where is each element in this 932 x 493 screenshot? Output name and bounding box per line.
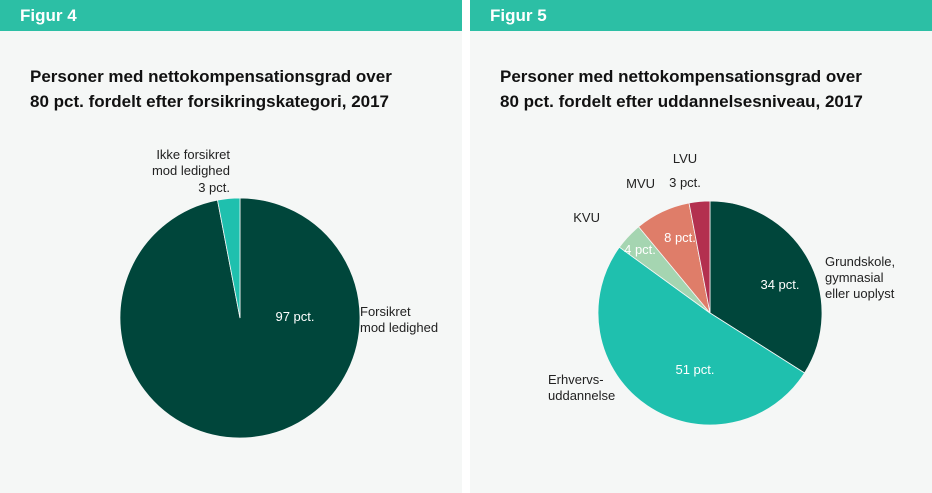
chart-title: Personer med nettokompensationsgrad over… [30, 67, 392, 111]
panel: Figur 5 Personer med nettokompensationsgr… [470, 0, 932, 493]
pie-slice [217, 197, 241, 319]
category-label: Forsikret mod ledighed [360, 304, 439, 335]
value-label: 34 pct. [760, 277, 800, 292]
value-label: 97 pct. [275, 309, 315, 324]
pie-chart [597, 200, 823, 426]
pie-slice [597, 246, 806, 426]
figure-label: Figur 5 [470, 0, 932, 31]
category-label: Ikke forsikret mod ledighed [151, 147, 230, 178]
category-label: Grundskole, gymnasial eller uoplyst [825, 254, 896, 301]
value-label: 51 pct. [675, 362, 715, 377]
category-label: MVU [626, 176, 655, 191]
pie-slice [688, 200, 711, 314]
figure-label: Figur 4 [0, 0, 462, 31]
category-label: LVU [672, 151, 698, 166]
category-label: KVU [573, 210, 600, 225]
value-label: 3 pct. [669, 175, 701, 190]
panel: Figur 4 Personer med nettokompensationsgr… [0, 0, 462, 493]
category-label: Erhvervs- uddannelse [548, 372, 616, 403]
value-label: 3 pct. [198, 180, 230, 195]
pie-slice [709, 200, 823, 374]
chart-title: Personer med nettokompensationsgrad over… [500, 67, 863, 111]
pie-chart [119, 197, 361, 439]
value-label: 4 pct. [624, 242, 656, 257]
value-label: 8 pct. [664, 230, 696, 245]
